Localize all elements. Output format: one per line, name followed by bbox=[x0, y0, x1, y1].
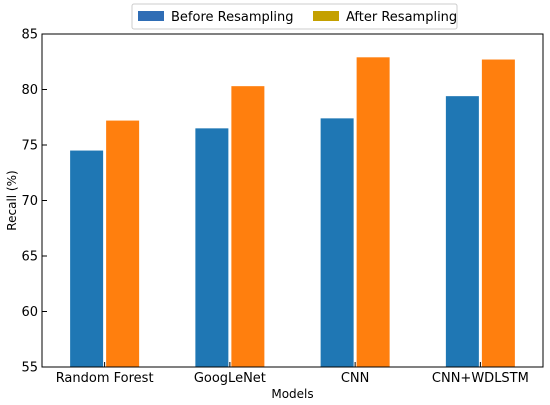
bar-after-resampling-googlenet bbox=[231, 86, 265, 368]
bar-after-resampling-random-forest bbox=[106, 120, 140, 367]
y-tick-label-55: 55 bbox=[21, 361, 38, 376]
y-tick-label-85: 85 bbox=[21, 28, 38, 43]
bar-after-resampling-cnn-wdlstm bbox=[481, 59, 515, 367]
y-tick-label-70: 70 bbox=[21, 194, 38, 209]
legend-label-after-resampling: After Resampling bbox=[346, 10, 457, 25]
legend-box bbox=[131, 3, 458, 30]
bar-before-resampling-cnn bbox=[320, 118, 354, 367]
bar-before-resampling-googlenet bbox=[195, 128, 229, 367]
y-tick-label-65: 65 bbox=[21, 250, 38, 265]
x-tick-label-cnn: CNN bbox=[341, 371, 370, 386]
y-tick-label-60: 60 bbox=[21, 305, 38, 320]
bar-after-resampling-cnn bbox=[356, 57, 390, 368]
y-tick-label-80: 80 bbox=[21, 83, 38, 98]
legend-swatch-after-resampling bbox=[313, 11, 339, 21]
x-tick-label-random-forest: Random Forest bbox=[56, 371, 154, 386]
bar-before-resampling-random-forest bbox=[70, 150, 104, 367]
x-tick-label-cnn-wdlstm: CNN+WDLSTM bbox=[432, 371, 529, 386]
y-axis-label: Recall (%) bbox=[5, 170, 19, 230]
ticks-layer: Random Forest GoogLeNet CNN CNN+WDLSTM 55 60 6… bbox=[21, 28, 528, 387]
bar-before-resampling-cnn-wdlstm bbox=[445, 96, 479, 367]
legend-label-before-resampling: Before Resampling bbox=[171, 10, 293, 25]
legend-swatch-before-resampling bbox=[138, 11, 164, 21]
bars-layer bbox=[70, 57, 515, 368]
x-axis-label: Models bbox=[271, 387, 313, 401]
legend: Before Resampling After Resampling bbox=[131, 3, 458, 30]
y-tick-label-75: 75 bbox=[21, 139, 38, 154]
x-tick-label-googlenet: GoogLeNet bbox=[194, 371, 266, 386]
